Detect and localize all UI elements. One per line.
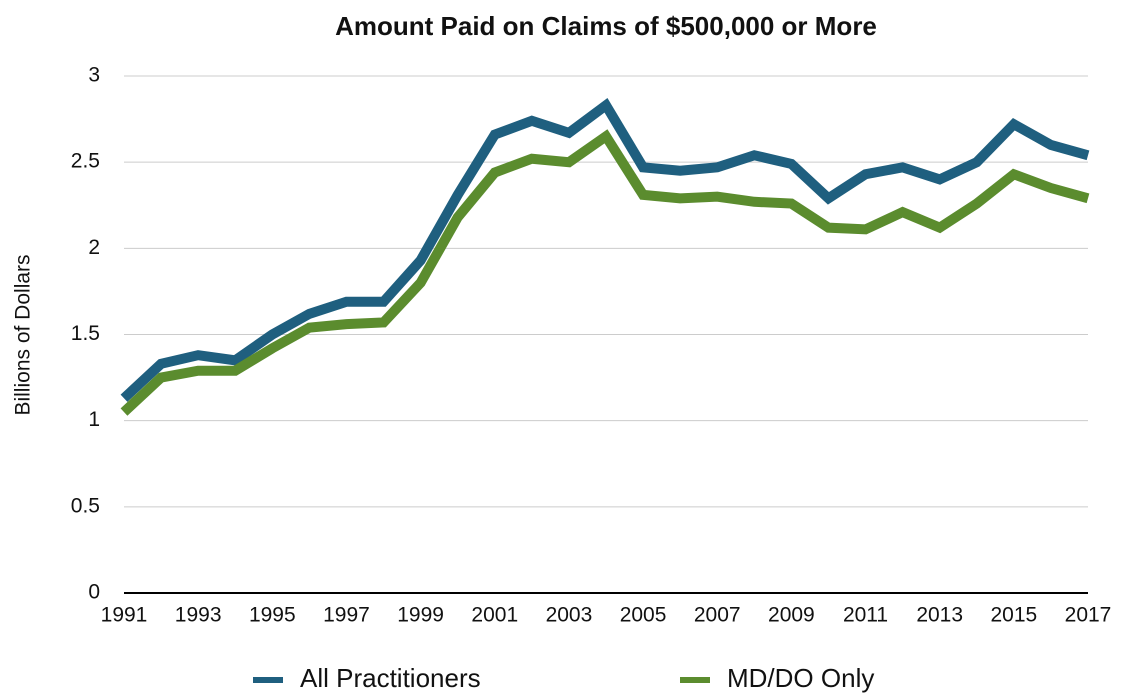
y-tick-label: 0 (88, 581, 100, 604)
series-line (120, 129, 1090, 416)
x-tick-label: 2017 (1065, 604, 1112, 627)
y-axis-label: Billions of Dollars (12, 254, 35, 415)
series-line (120, 97, 1090, 402)
x-tick-label: 1995 (249, 604, 296, 627)
x-tick-label: 1997 (323, 604, 370, 627)
y-tick-label: 2 (88, 236, 100, 259)
x-tick-label: 2003 (546, 604, 593, 627)
x-tick-label: 2007 (694, 604, 741, 627)
x-tick-label: 1991 (101, 604, 148, 627)
x-tick-label: 2009 (768, 604, 815, 627)
y-tick-label: 3 (88, 64, 100, 87)
x-tick-label: 2011 (843, 604, 888, 627)
y-tick-label: 2.5 (71, 150, 100, 173)
x-tick-label: 1999 (397, 604, 444, 627)
x-tick-label: 2005 (620, 604, 667, 627)
legend-label: MD/DO Only (727, 663, 874, 693)
y-tick-label: 0.5 (71, 494, 100, 517)
legend-label: All Practitioners (300, 663, 481, 693)
chart-title: Amount Paid on Claims of $500,000 or Mor… (335, 11, 877, 41)
x-tick-label: 1993 (175, 604, 222, 627)
x-tick-label: 2015 (990, 604, 1037, 627)
x-tick-label: 2013 (916, 604, 963, 627)
x-tick-label: 2001 (471, 604, 518, 627)
y-tick-label: 1.5 (71, 322, 100, 345)
y-tick-label: 1 (88, 408, 100, 431)
